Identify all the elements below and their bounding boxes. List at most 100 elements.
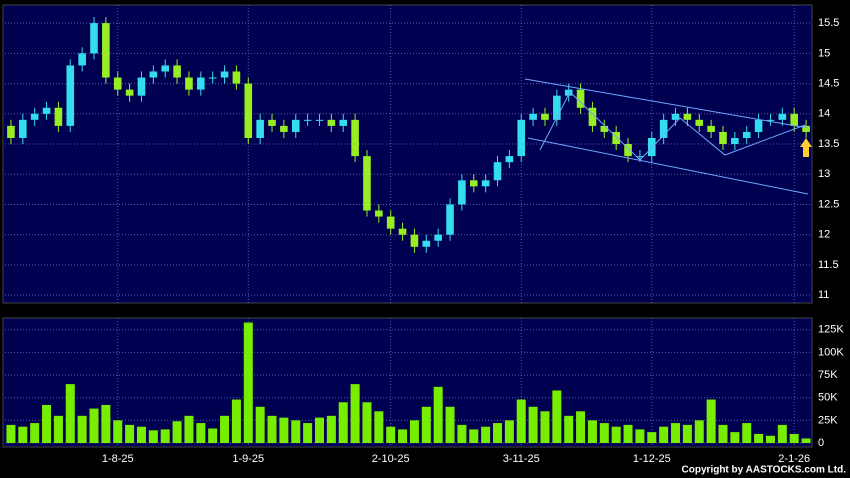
volume-bar xyxy=(65,384,75,443)
y-tick-label: 12.5 xyxy=(818,198,839,210)
candle-body xyxy=(683,113,692,120)
candle-body xyxy=(754,119,763,132)
volume-bar xyxy=(671,423,681,443)
volume-bar xyxy=(160,429,170,443)
volume-bar xyxy=(789,433,799,443)
candle-body xyxy=(410,234,419,247)
candle-body xyxy=(481,180,490,187)
volume-bar xyxy=(754,433,764,443)
y-tick-label: 125K xyxy=(818,324,844,336)
volume-bar xyxy=(53,415,63,443)
volume-bar xyxy=(433,386,443,443)
candle-body xyxy=(220,71,229,78)
volume-bar xyxy=(682,424,692,443)
candle-body xyxy=(671,113,680,120)
trend-line xyxy=(524,78,809,129)
candle-body xyxy=(90,23,98,54)
volume-bar xyxy=(492,423,503,443)
volume-bar xyxy=(765,435,775,443)
candle-body xyxy=(185,77,193,90)
y-tick-label: 14.5 xyxy=(818,77,839,89)
candle-body xyxy=(375,210,383,217)
volume-bar xyxy=(279,417,289,443)
candle-body xyxy=(78,53,86,66)
candle-body xyxy=(351,119,359,157)
volume-bar xyxy=(184,415,194,443)
trend-line xyxy=(539,91,806,161)
volume-bar xyxy=(113,420,123,443)
volume-bar xyxy=(564,415,574,443)
volume-bar xyxy=(409,420,419,443)
candle-body xyxy=(742,131,751,138)
candle-body xyxy=(173,65,181,78)
volume-bar xyxy=(421,406,431,443)
candle-body xyxy=(232,71,241,84)
candle-body xyxy=(256,119,264,138)
volume-bar xyxy=(576,411,586,443)
price-panel xyxy=(2,4,813,304)
y-tick-label: 15 xyxy=(818,47,830,59)
candle-body xyxy=(197,77,205,90)
candle-body xyxy=(659,119,668,138)
volume-bar xyxy=(611,426,621,443)
volume-bar xyxy=(647,432,657,443)
candle-body xyxy=(291,119,300,132)
candle-body xyxy=(624,144,632,157)
candle-body xyxy=(790,113,798,126)
volume-bar xyxy=(231,399,241,443)
plot-layer: 15.5 15 14.5 14 13.5 13 12.5 12 11.5 11 125K 100K 75… xyxy=(5,5,844,465)
candle-body xyxy=(137,77,146,96)
y-tick-label: 100K xyxy=(818,346,844,358)
candle-body xyxy=(612,131,620,145)
candle-body xyxy=(149,71,158,78)
volume-bar xyxy=(552,390,562,443)
candle-body xyxy=(303,119,312,121)
volume-bar xyxy=(6,424,16,443)
candle-body xyxy=(695,119,704,126)
candle-body xyxy=(339,119,348,126)
volume-bar xyxy=(208,428,218,443)
x-tick-label: 3-11-25 xyxy=(503,453,540,465)
volume-bar xyxy=(148,430,158,443)
y-tick-label: 13.5 xyxy=(818,138,839,150)
volume-bar xyxy=(362,402,372,443)
volume-bar xyxy=(457,424,467,443)
candle-body xyxy=(30,113,39,120)
volume-bar xyxy=(718,424,728,443)
y-tick-label: 13 xyxy=(818,168,830,180)
candle-body xyxy=(505,156,514,163)
volume-bar xyxy=(445,406,455,443)
candle-body xyxy=(446,204,454,235)
candle-body xyxy=(719,131,727,145)
volume-bar xyxy=(635,429,645,443)
candle-body xyxy=(7,125,15,138)
volume-bar xyxy=(706,399,716,443)
candle-body xyxy=(113,77,122,90)
x-tick-label: 1-8-25 xyxy=(102,453,134,465)
volume-bar xyxy=(528,406,538,443)
candle-body xyxy=(707,125,715,132)
x-tick-label: 1-9-25 xyxy=(232,453,264,465)
candle-body xyxy=(208,77,217,79)
candle-body xyxy=(564,89,573,96)
volume-bar xyxy=(101,404,111,443)
volume-bar xyxy=(540,411,550,443)
candle-body xyxy=(576,89,585,108)
volume-bar xyxy=(77,415,87,443)
volume-bar xyxy=(125,424,135,443)
candle-body xyxy=(102,23,110,78)
x-tick-label: 2-10-25 xyxy=(372,453,410,465)
candle-body xyxy=(398,228,407,235)
candle-body xyxy=(54,107,63,126)
candle-body xyxy=(125,89,134,96)
volume-bar xyxy=(220,415,230,443)
volume-bar xyxy=(30,423,40,443)
candle-body xyxy=(363,156,371,211)
y-tick-label: 0 xyxy=(818,437,824,449)
y-tick-label: 75K xyxy=(818,369,838,381)
volume-bar xyxy=(243,322,253,443)
candle-body xyxy=(529,113,537,120)
volume-bar xyxy=(350,384,360,443)
y-tick-label: 25K xyxy=(818,414,838,426)
